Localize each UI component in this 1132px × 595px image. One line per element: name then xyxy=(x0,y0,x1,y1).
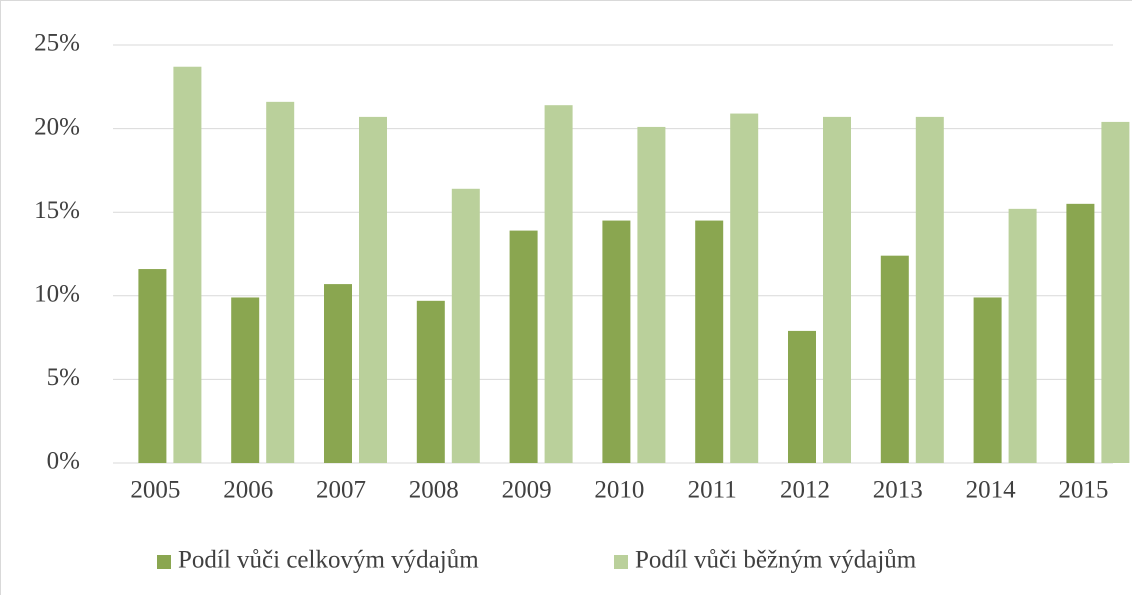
bar xyxy=(138,269,167,463)
y-tick-label: 10% xyxy=(34,281,80,308)
bar xyxy=(231,297,260,463)
bar xyxy=(823,116,851,464)
y-tick-label: 5% xyxy=(47,364,80,391)
bar xyxy=(359,116,387,464)
bar xyxy=(451,188,480,464)
x-tick-label: 2007 xyxy=(316,477,366,504)
x-tick-label: 2013 xyxy=(873,477,923,504)
bar xyxy=(1008,208,1037,463)
bar xyxy=(880,255,909,463)
bar xyxy=(637,126,666,463)
bar xyxy=(1066,203,1095,463)
bar xyxy=(915,116,944,464)
x-tick-label: 2015 xyxy=(1058,477,1108,504)
bar xyxy=(730,113,759,463)
x-tick-label: 2010 xyxy=(594,477,644,504)
bar xyxy=(788,330,816,463)
x-tick-label: 2012 xyxy=(780,477,830,504)
y-tick-label: 15% xyxy=(34,197,80,224)
x-tick-label: 2011 xyxy=(688,477,737,504)
bar xyxy=(1101,121,1130,464)
legend-label: Podíl vůči celkovým výdajům xyxy=(178,547,479,574)
y-tick-label: 20% xyxy=(34,113,80,140)
x-tick-label: 2014 xyxy=(966,477,1017,504)
bar xyxy=(266,101,295,464)
y-tick-label: 0% xyxy=(47,448,80,475)
bar xyxy=(324,284,352,463)
bar xyxy=(173,66,202,464)
bar xyxy=(416,300,445,463)
x-tick-label: 2005 xyxy=(130,477,180,504)
legend-swatch xyxy=(157,555,171,569)
x-tick-label: 2009 xyxy=(502,477,552,504)
legend-label: Podíl vůči běžným výdajům xyxy=(635,547,917,574)
bar xyxy=(695,220,724,463)
legend-swatch xyxy=(614,555,628,569)
y-tick-label: 25% xyxy=(34,30,80,57)
bar xyxy=(602,220,631,463)
x-tick-label: 2006 xyxy=(223,477,273,504)
x-tick-label: 2008 xyxy=(409,477,459,504)
bar xyxy=(544,105,573,463)
bar xyxy=(509,230,538,463)
bar xyxy=(973,297,1002,463)
